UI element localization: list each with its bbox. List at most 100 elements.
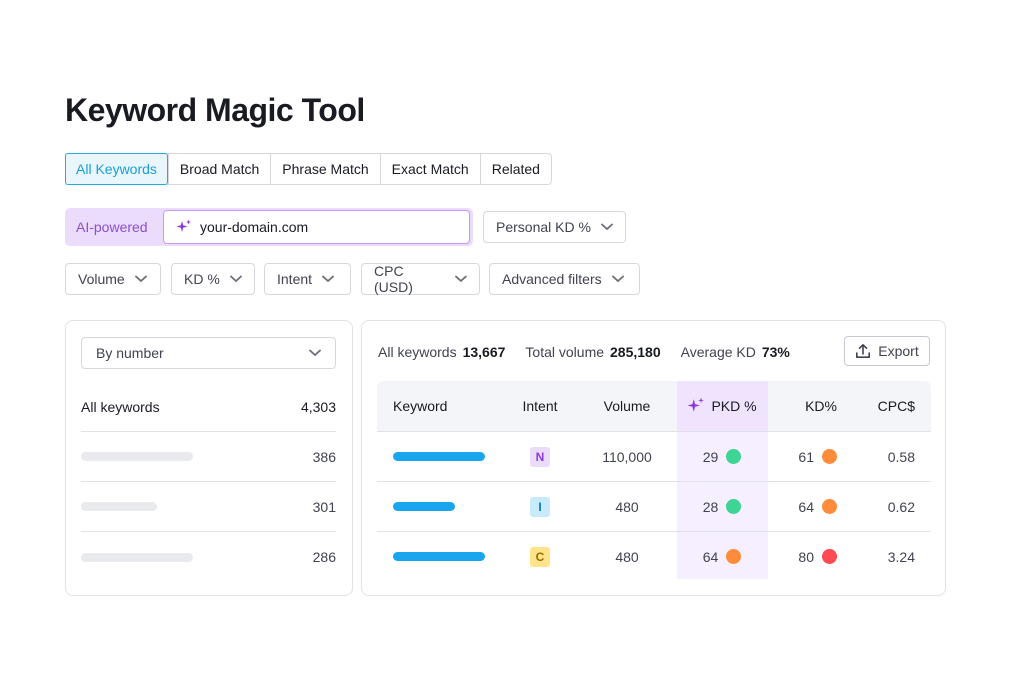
pkd-value: 28	[702, 498, 719, 515]
pkd-value: 64	[702, 548, 719, 565]
intent-badge: N	[530, 446, 550, 467]
stat-all-keywords: All keywords 13,667	[378, 344, 505, 360]
intent-filter-label: Intent	[277, 271, 313, 287]
keyword-cell	[377, 552, 503, 561]
page-title: Keyword Magic Tool	[65, 92, 365, 128]
stat-label: Total volume	[525, 344, 605, 360]
sparkle-icon	[688, 397, 705, 412]
ai-powered-search: AI-powered your-domain.com	[65, 208, 473, 246]
stat-value: 73%	[761, 344, 790, 360]
all-keywords-group[interactable]: All keywords 4,303	[81, 382, 336, 432]
difficulty-dot	[726, 499, 742, 514]
header-pkd[interactable]: PKD %	[677, 397, 767, 415]
kd-value: 80	[798, 548, 814, 565]
cpc-cell: 3.24	[887, 548, 915, 565]
difficulty-dot	[822, 499, 837, 514]
stat-label: Average KD	[680, 344, 756, 360]
kd-cell: 80	[767, 549, 851, 565]
keyword-placeholder	[393, 452, 485, 461]
match-type-tabs: All Keywords Broad Match Phrase Match Ex…	[65, 153, 552, 185]
cpc-cell: 0.62	[887, 498, 915, 515]
keyword-cell	[377, 502, 503, 511]
sort-dropdown-label: By number	[96, 345, 164, 361]
table-header: Keyword Intent Volume PKD % KD% CPC$	[377, 381, 931, 431]
kd-value: 61	[798, 448, 814, 465]
tab-related[interactable]: Related	[479, 154, 551, 184]
group-name-placeholder	[81, 552, 193, 562]
difficulty-dot	[726, 449, 742, 464]
chevron-down-icon	[611, 275, 624, 283]
intent-cell: I	[503, 496, 577, 517]
group-name-placeholder	[81, 452, 193, 461]
list-item[interactable]: 301	[81, 482, 336, 532]
group-name-placeholder	[81, 502, 157, 511]
export-button[interactable]: Export	[844, 336, 930, 366]
list-item[interactable]: 386	[81, 432, 336, 482]
tab-phrase-match[interactable]: Phrase Match	[270, 154, 379, 184]
group-count: 301	[312, 498, 336, 515]
cpc-filter-label: CPC (USD)	[374, 263, 413, 295]
header-keyword[interactable]: Keyword	[393, 398, 448, 414]
volume-cell: 110,000	[602, 448, 652, 465]
tab-exact-match[interactable]: Exact Match	[379, 154, 480, 184]
keyword-placeholder	[393, 502, 455, 511]
header-intent[interactable]: Intent	[522, 398, 558, 414]
upload-icon	[856, 344, 871, 358]
list-item[interactable]: 286	[81, 532, 336, 582]
intent-badge: I	[530, 496, 550, 517]
sparkle-icon	[176, 219, 191, 232]
advanced-filters[interactable]: Advanced filters	[489, 263, 640, 295]
group-count: 386	[312, 448, 336, 465]
table-row[interactable]: I 480 28 64 0.62	[377, 481, 931, 531]
chevron-down-icon	[455, 275, 467, 283]
kd-filter[interactable]: KD %	[171, 263, 255, 295]
header-kd[interactable]: KD%	[805, 398, 837, 414]
stat-value: 13,667	[462, 344, 506, 360]
stat-average-kd: Average KD 73%	[681, 344, 790, 360]
domain-input[interactable]: your-domain.com	[163, 210, 470, 244]
group-count: 286	[312, 549, 336, 565]
difficulty-dot	[822, 549, 837, 564]
volume-cell: 480	[615, 548, 639, 565]
table-row[interactable]: C 480 64 80 3.24	[377, 531, 931, 581]
chevron-down-icon	[601, 223, 613, 231]
difficulty-dot	[822, 449, 837, 464]
kd-filter-label: KD %	[184, 271, 220, 287]
cpc-cell: 0.58	[887, 448, 915, 465]
tab-all-keywords[interactable]: All Keywords	[65, 153, 168, 185]
pkd-cell: 64	[677, 549, 767, 565]
stat-label: All keywords	[378, 344, 457, 360]
personal-kd-dropdown[interactable]: Personal KD %	[483, 211, 626, 243]
tab-broad-match[interactable]: Broad Match	[167, 154, 270, 184]
personal-kd-label: Personal KD %	[496, 219, 591, 235]
stat-value: 285,180	[610, 344, 661, 360]
pkd-cell: 28	[677, 499, 767, 515]
kd-value: 64	[798, 498, 814, 515]
intent-badge: C	[530, 546, 550, 567]
header-cpc[interactable]: CPC$	[877, 398, 915, 414]
export-label: Export	[878, 343, 919, 359]
volume-filter[interactable]: Volume	[65, 263, 161, 295]
intent-filter[interactable]: Intent	[264, 263, 351, 295]
difficulty-dot	[726, 549, 742, 564]
cpc-filter[interactable]: CPC (USD)	[361, 263, 480, 295]
stat-total-volume: Total volume 285,180	[525, 344, 660, 360]
keywords-table-panel: All keywords 13,667 Total volume 285,180…	[361, 320, 946, 596]
all-keywords-group-label: All keywords	[81, 398, 160, 415]
header-pkd-label: PKD %	[711, 398, 757, 414]
chevron-down-icon	[309, 349, 321, 357]
pkd-cell: 29	[677, 449, 767, 465]
kd-cell: 61	[767, 449, 851, 465]
keyword-cell	[377, 452, 503, 461]
intent-cell: C	[503, 546, 577, 567]
header-volume[interactable]: Volume	[603, 398, 651, 414]
keywords-table: Keyword Intent Volume PKD % KD% CPC$ N 1…	[377, 381, 931, 581]
table-row[interactable]: N 110,000 29 61 0.58	[377, 431, 931, 481]
ai-powered-label: AI-powered	[76, 219, 148, 235]
volume-cell: 480	[615, 498, 639, 515]
chevron-down-icon	[322, 275, 334, 283]
domain-input-value: your-domain.com	[200, 219, 309, 235]
keyword-placeholder	[393, 552, 485, 561]
advanced-filters-label: Advanced filters	[502, 271, 602, 287]
sort-dropdown[interactable]: By number	[81, 337, 336, 369]
